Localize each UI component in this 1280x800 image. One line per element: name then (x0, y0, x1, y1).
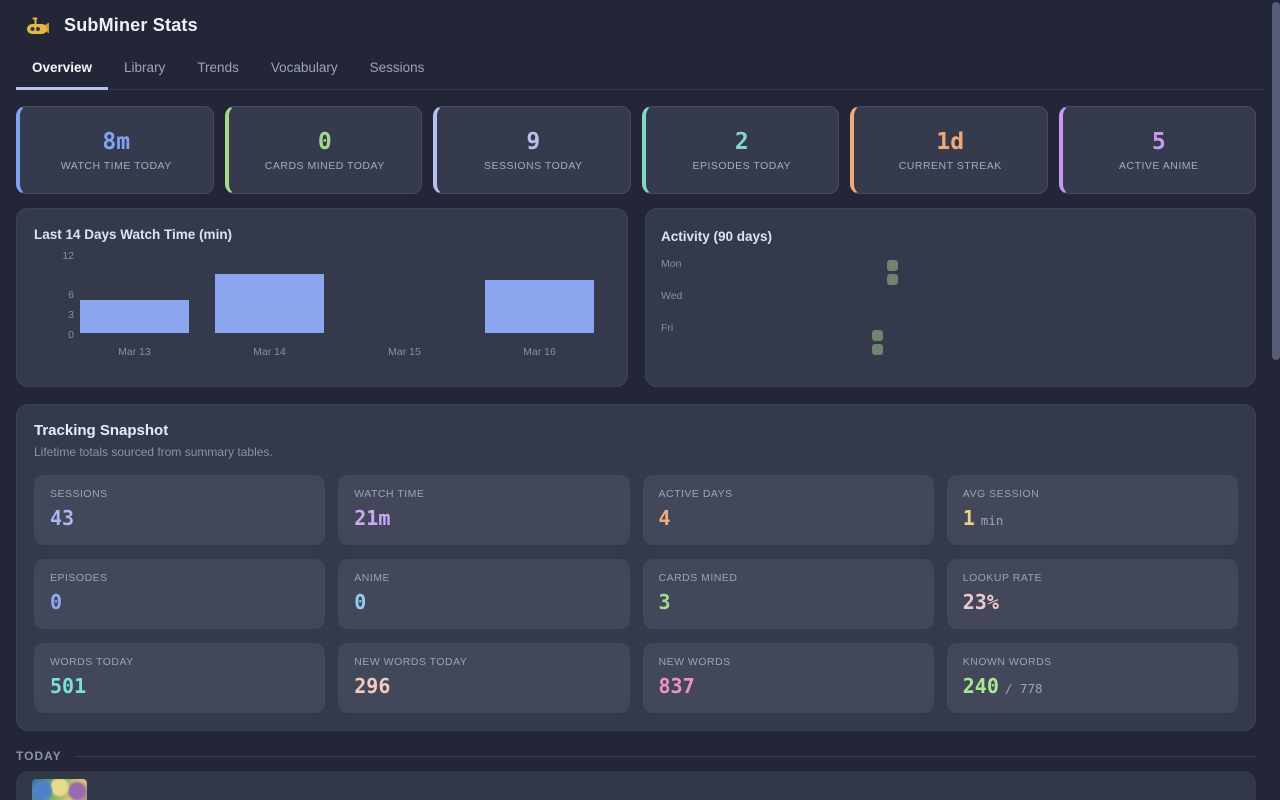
vertical-scrollbar-thumb[interactable] (1272, 2, 1280, 360)
today-session-card[interactable] (16, 771, 1256, 800)
stat-cards-row: 8m WATCH TIME TODAY 0 CARDS MINED TODAY … (16, 106, 1256, 194)
heatmap-row-label-mon: Mon (661, 258, 682, 270)
tab-overview[interactable]: Overview (16, 50, 109, 90)
anime-thumbnail (32, 779, 87, 800)
tile-label: LOOKUP RATE (962, 572, 1042, 584)
stat-value: 8m (102, 128, 131, 155)
y-axis-tick-label: 6 (68, 289, 74, 301)
tile-value: 296 (354, 674, 391, 698)
tile-value: 0 (354, 590, 367, 614)
tile-value: 0 (50, 590, 63, 614)
tile-cards-mined: CARDS MINED 3 (642, 559, 934, 629)
today-divider (75, 755, 1256, 757)
stat-card-cards-mined-today: 0 CARDS MINED TODAY (224, 106, 422, 194)
heatmap-row-label-fri: Fri (661, 322, 674, 334)
tile-label: SESSIONS (50, 488, 108, 500)
watch-time-chart-panel: Last 14 Days Watch Time (min) Mar 13 Mar … (16, 208, 628, 387)
tile-label: WORDS TODAY (50, 656, 134, 668)
stat-label: WATCH TIME TODAY (60, 159, 172, 172)
stat-card-active-anime: 5 ACTIVE ANIME (1058, 106, 1256, 194)
y-axis-tick-label: 12 (62, 250, 74, 262)
tile-value: 43 (50, 506, 75, 530)
bar-mar-16 (485, 280, 594, 333)
submarine-icon (27, 17, 49, 34)
tile-label: KNOWN WORDS (962, 656, 1052, 668)
stat-value: 0 (317, 128, 332, 155)
stat-card-sessions-today: 9 SESSIONS TODAY (433, 106, 631, 194)
tile-value: 240 (962, 674, 999, 698)
stat-label: EPISODES TODAY (692, 159, 792, 172)
tab-bar: Overview Library Trends Vocabulary Sessi… (16, 50, 1264, 90)
tracking-subtitle: Lifetime totals sourced from summary tab… (34, 445, 273, 459)
tracking-snapshot-panel: Tracking Snapshot Lifetime totals source… (16, 404, 1256, 731)
tab-sessions[interactable]: Sessions (369, 60, 425, 75)
x-axis-tick-label: Mar 14 (253, 346, 286, 358)
tile-label: WATCH TIME (354, 488, 425, 500)
stat-card-current-streak: 1d CURRENT STREAK (850, 106, 1048, 194)
tile-sessions: SESSIONS 43 (34, 475, 326, 545)
stat-label: CARDS MINED TODAY (264, 159, 385, 172)
tile-suffix: min (980, 513, 1004, 528)
tile-words-today: WORDS TODAY 501 (34, 643, 326, 713)
bar-mar-14 (215, 274, 324, 333)
activity-heatmap-cell (872, 344, 883, 355)
stat-value: 1d (936, 128, 965, 155)
activity-heatmap-panel: Activity (90 days) Mon Wed Fri (645, 208, 1256, 387)
heatmap-row-label-wed: Wed (661, 290, 683, 302)
app-header: SubMiner Stats (0, 0, 1280, 46)
tile-value: 4 (658, 506, 671, 530)
tile-value: 1 (962, 506, 975, 530)
heatmap-title: Activity (90 days) (661, 229, 773, 244)
tile-label: ACTIVE DAYS (658, 488, 733, 500)
tile-episodes: EPISODES 0 (34, 559, 326, 629)
tile-label: AVG SESSION (962, 488, 1040, 500)
tile-label: NEW WORDS (658, 656, 731, 668)
tile-label: EPISODES (50, 572, 108, 584)
tile-value: 3 (658, 590, 671, 614)
tile-avg-session: AVG SESSION 1 min (946, 475, 1238, 545)
tile-anime: ANIME 0 (338, 559, 630, 629)
chart-title: Last 14 Days Watch Time (min) (34, 227, 233, 242)
tile-label: ANIME (354, 572, 391, 584)
tile-label: NEW WORDS TODAY (354, 656, 468, 668)
tile-value: 21m (354, 506, 391, 530)
tab-library[interactable]: Library (124, 60, 166, 75)
activity-heatmap-cell (887, 274, 898, 285)
stat-label: ACTIVE ANIME (1118, 159, 1199, 172)
charts-row: Last 14 Days Watch Time (min) Mar 13 Mar … (16, 208, 1256, 387)
stat-card-watch-time-today: 8m WATCH TIME TODAY (16, 106, 214, 194)
x-axis-tick-label: Mar 13 (118, 346, 151, 358)
tile-lookup-rate: LOOKUP RATE 23% (946, 559, 1238, 629)
tab-trends[interactable]: Trends (197, 60, 239, 75)
tracking-title: Tracking Snapshot (34, 422, 169, 439)
tile-label: CARDS MINED (658, 572, 738, 584)
tile-new-words-today: NEW WORDS TODAY 296 (338, 643, 630, 713)
tile-value: 837 (658, 674, 695, 698)
tile-suffix: / 778 (1004, 681, 1043, 696)
x-axis-tick-label: Mar 15 (388, 346, 421, 358)
tile-new-words: NEW WORDS 837 (642, 643, 934, 713)
page-title: SubMiner Stats (64, 15, 198, 35)
bar-mar-13 (80, 300, 189, 333)
stat-value: 2 (734, 128, 749, 155)
activity-heatmap-cell (887, 260, 898, 271)
stat-value: 9 (526, 128, 541, 155)
tile-watch-time: WATCH TIME 21m (338, 475, 630, 545)
y-axis-tick-label: 3 (68, 309, 74, 321)
stat-value: 5 (1151, 128, 1166, 155)
x-axis-tick-label: Mar 16 (523, 346, 556, 358)
tile-known-words: KNOWN WORDS 240 / 778 (946, 643, 1238, 713)
activity-heatmap-cell (872, 330, 883, 341)
tile-value: 501 (50, 674, 87, 698)
tile-active-days: ACTIVE DAYS 4 (642, 475, 934, 545)
tab-vocabulary[interactable]: Vocabulary (270, 60, 338, 75)
tile-value: 23% (962, 590, 999, 614)
y-axis-tick-label: 0 (68, 329, 74, 341)
stat-label: CURRENT STREAK (898, 159, 1002, 172)
tracking-tiles-grid: SESSIONS 43 WATCH TIME 21m ACTIVE DAYS 4… (34, 475, 1238, 713)
today-label: TODAY (16, 749, 62, 763)
stat-label: SESSIONS TODAY (483, 159, 583, 172)
stat-card-episodes-today: 2 EPISODES TODAY (641, 106, 839, 194)
today-section-header: TODAY (16, 749, 1256, 763)
